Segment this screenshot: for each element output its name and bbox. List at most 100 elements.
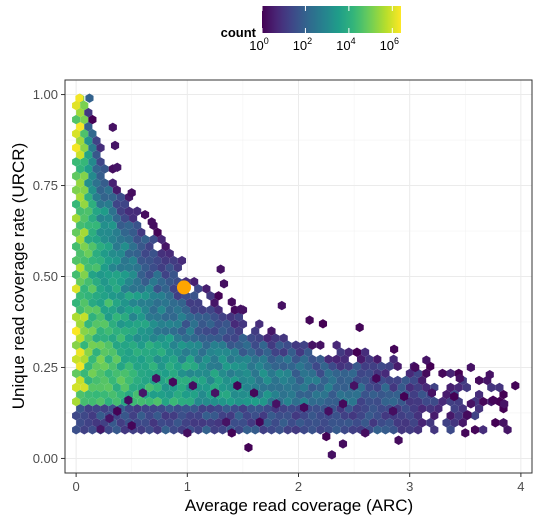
hexbin-cell	[104, 269, 113, 280]
hexbin-cell	[108, 375, 117, 386]
hexbin-cell	[76, 333, 85, 343]
hexbin-cell	[275, 410, 284, 421]
hexbin-cell	[291, 425, 300, 435]
hexbin-cell	[233, 380, 242, 391]
hexbin-cell	[116, 347, 125, 357]
hexbin-cell	[247, 403, 256, 414]
hexbin-cell	[108, 347, 117, 357]
hexbin-cell	[129, 340, 138, 350]
hexbin-cell	[400, 391, 409, 402]
hexbin-cell	[112, 227, 121, 238]
hexbin-cell	[108, 333, 117, 343]
hexbin-cell	[226, 410, 235, 421]
hexbin-cell	[96, 354, 105, 364]
hexbin-cell	[84, 248, 93, 259]
hexbin-cell	[84, 403, 93, 414]
hexbin-cell	[243, 425, 252, 435]
hexbin-cell	[186, 326, 195, 336]
hexbin-cell	[177, 382, 187, 393]
color-legend: count 100 102 104 106	[221, 6, 401, 53]
hexbin-cell	[222, 361, 231, 372]
hexbin-cell	[198, 333, 207, 343]
hexbin-cell	[169, 284, 178, 294]
hexbin-cell	[373, 396, 382, 407]
hexbin-cell	[251, 340, 260, 350]
hexbin-cell	[336, 361, 345, 372]
hexbin-cell	[169, 312, 178, 322]
hexbin-cell	[108, 277, 117, 287]
hexbin-cell	[227, 428, 236, 438]
hexbin-cell	[76, 150, 85, 160]
hexbin-cell	[446, 382, 455, 393]
hexbin-cell	[112, 269, 121, 280]
hexbin-cell	[299, 368, 309, 379]
hexbin-cell	[312, 361, 321, 372]
hexbin-cell	[145, 326, 154, 336]
hexbin-cell	[141, 418, 150, 428]
hexbin-cell	[295, 361, 305, 372]
hexbin-cell	[299, 425, 309, 435]
hexbin-cell	[140, 209, 150, 220]
hexbin-cell	[190, 291, 199, 301]
hexbin-cell	[72, 114, 81, 125]
hexbin-cell	[500, 399, 509, 409]
hexbin-cell	[173, 305, 182, 315]
hexbin-cell	[344, 361, 353, 372]
hexbin-cell	[198, 347, 207, 357]
hexbin-cell	[385, 418, 394, 428]
hexbin-cell	[177, 326, 187, 336]
hexbin-cell	[80, 128, 89, 139]
hexbin-cell	[72, 128, 81, 139]
hexbin-cell	[72, 143, 81, 153]
hexbin-cell	[226, 340, 235, 350]
hexbin-cell	[96, 368, 105, 379]
hexbin-cell	[328, 375, 337, 386]
hexbin-cell	[206, 347, 215, 357]
hexbin-cell	[96, 241, 105, 252]
hexbin-cell	[112, 396, 121, 407]
hexbin-cell	[108, 361, 117, 372]
hexbin-cell	[165, 305, 174, 315]
hexbin-cell	[356, 354, 366, 364]
x-tick-label: 3	[406, 479, 413, 494]
hexbin-cell	[124, 395, 133, 405]
hexbin-cell	[304, 375, 313, 386]
hexbin-cell	[92, 389, 101, 400]
hexbin-cell	[186, 410, 195, 421]
hexbin-cell	[153, 354, 162, 364]
hexbin-cell	[116, 319, 125, 329]
hexbin-cell	[267, 368, 276, 379]
hexbin-cell	[169, 410, 178, 421]
hexbin-cell	[124, 333, 134, 343]
hexbin-cell	[271, 418, 280, 428]
hexbin-cell	[108, 206, 117, 216]
hexbin-cell	[218, 382, 227, 393]
hexbin-cell	[230, 347, 239, 357]
hexbin-cell	[426, 418, 435, 428]
hexbin-cell	[352, 389, 362, 400]
hexbin-cell	[120, 410, 130, 421]
y-tick-label: 0.25	[33, 360, 58, 375]
hexbin-cell	[365, 368, 374, 379]
hexbin-cell	[230, 333, 239, 343]
hexbin-cell	[112, 241, 121, 252]
hexbin-cell	[84, 234, 93, 245]
x-tick-label: 0	[73, 479, 80, 494]
hexbin-cell	[198, 389, 207, 400]
hexbin-cell	[299, 354, 309, 364]
hexbin-cell	[226, 396, 235, 407]
hexbin-cell	[377, 361, 386, 372]
hexbin-cell	[219, 279, 229, 289]
hexbin-cell	[442, 389, 451, 400]
hexbin-cell	[377, 418, 386, 428]
hexbin-cell	[283, 396, 292, 407]
hexbin-cell	[181, 319, 191, 329]
hexbin-cell	[137, 326, 146, 336]
hexbin-cell	[133, 262, 142, 273]
hexbin-cell	[194, 340, 203, 350]
hexbin-cell	[100, 277, 109, 287]
hexbin-cell	[96, 185, 105, 195]
hexbin-cell	[120, 382, 130, 393]
hexbin-cell	[153, 312, 162, 322]
hexbin-cell	[308, 425, 317, 435]
